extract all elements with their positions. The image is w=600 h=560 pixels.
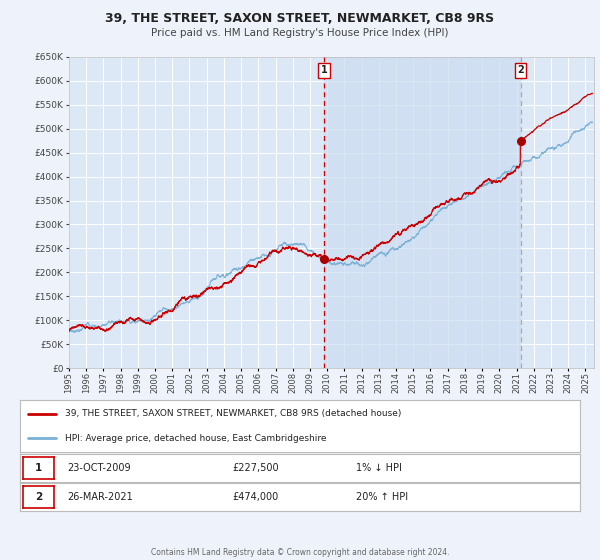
Text: 1% ↓ HPI: 1% ↓ HPI: [356, 463, 402, 473]
Text: £474,000: £474,000: [233, 492, 279, 502]
Text: 39, THE STREET, SAXON STREET, NEWMARKET, CB8 9RS (detached house): 39, THE STREET, SAXON STREET, NEWMARKET,…: [65, 409, 401, 418]
Text: 23-OCT-2009: 23-OCT-2009: [68, 463, 131, 473]
Text: HPI: Average price, detached house, East Cambridgeshire: HPI: Average price, detached house, East…: [65, 434, 326, 443]
Text: 26-MAR-2021: 26-MAR-2021: [68, 492, 133, 502]
Text: 1: 1: [320, 65, 328, 75]
Text: 1: 1: [35, 463, 42, 473]
Text: 20% ↑ HPI: 20% ↑ HPI: [356, 492, 408, 502]
Text: 2: 2: [517, 65, 524, 75]
Text: Price paid vs. HM Land Registry's House Price Index (HPI): Price paid vs. HM Land Registry's House …: [151, 28, 449, 38]
Text: 39, THE STREET, SAXON STREET, NEWMARKET, CB8 9RS: 39, THE STREET, SAXON STREET, NEWMARKET,…: [106, 12, 494, 25]
Text: Contains HM Land Registry data © Crown copyright and database right 2024.
This d: Contains HM Land Registry data © Crown c…: [151, 548, 449, 560]
Text: £227,500: £227,500: [233, 463, 280, 473]
Text: 2: 2: [35, 492, 42, 502]
Bar: [324, 57, 520, 368]
